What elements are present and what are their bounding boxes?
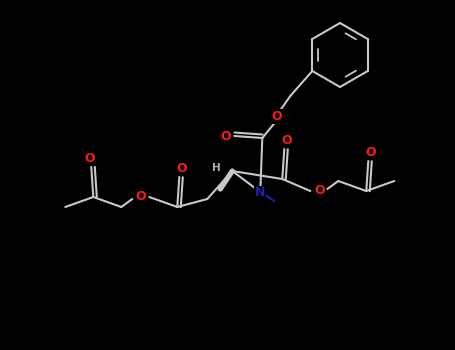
Text: O: O: [365, 146, 375, 159]
Text: O: O: [281, 133, 292, 147]
Text: H: H: [212, 163, 221, 173]
Text: O: O: [176, 161, 187, 175]
Text: O: O: [271, 110, 282, 122]
Text: O: O: [220, 130, 231, 142]
Text: O: O: [84, 152, 95, 164]
Text: O: O: [314, 184, 324, 197]
Text: O: O: [135, 190, 146, 203]
Text: N: N: [255, 187, 265, 199]
